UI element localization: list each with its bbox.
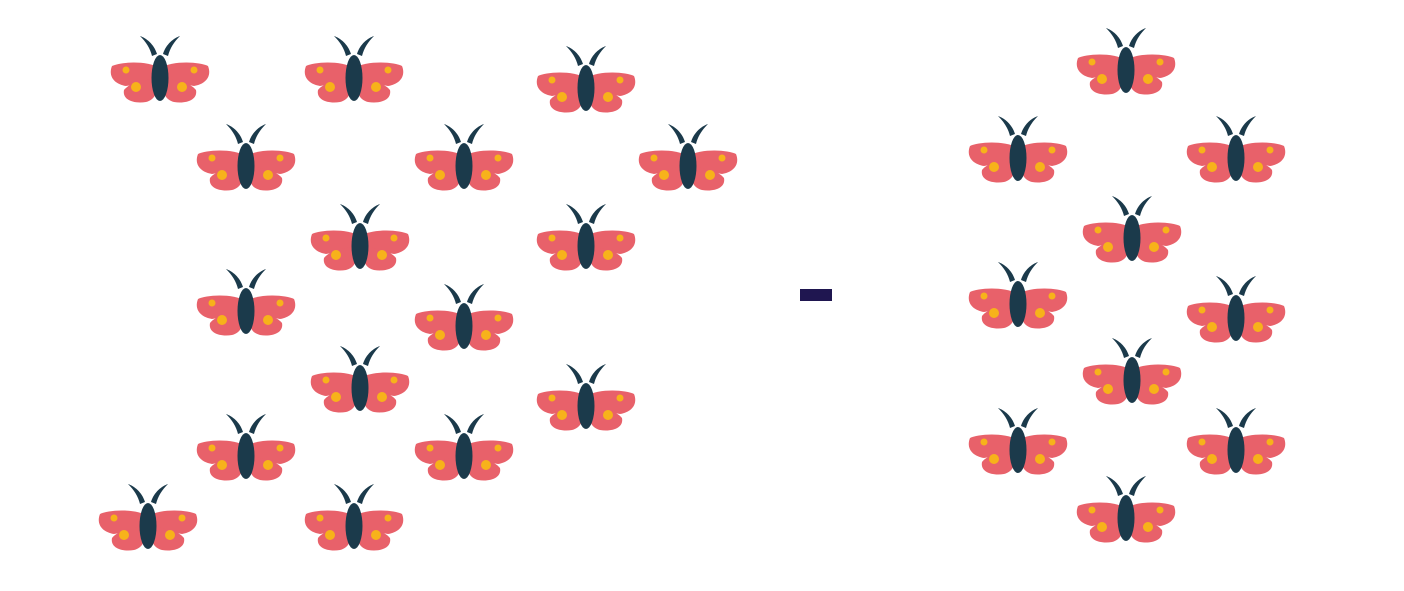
butterfly-icon (305, 36, 403, 103)
butterfly-icon (1083, 196, 1181, 263)
butterfly-icon (415, 414, 513, 481)
butterfly-icon (1077, 476, 1175, 543)
butterfly-icon (415, 124, 513, 191)
minus-sign (800, 289, 832, 301)
butterfly-icon (537, 364, 635, 431)
butterfly-icon (537, 204, 635, 271)
butterfly-icon (1187, 408, 1285, 475)
right-butterfly-group (969, 28, 1285, 543)
butterfly-icon (415, 284, 513, 351)
butterfly-icon (197, 414, 295, 481)
butterfly-icon (969, 262, 1067, 329)
butterfly-icon (197, 124, 295, 191)
butterfly-icon (639, 124, 737, 191)
butterfly-icon (969, 408, 1067, 475)
butterfly-icon (311, 346, 409, 413)
left-butterfly-group (99, 36, 737, 551)
butterfly-icon (969, 116, 1067, 183)
butterfly-icon (311, 204, 409, 271)
butterfly-icon (1077, 28, 1175, 95)
butterfly-icon (197, 269, 295, 336)
butterfly-icon (537, 46, 635, 113)
butterfly-icon (1187, 116, 1285, 183)
butterfly-icon (99, 484, 197, 551)
butterfly-icon (1187, 276, 1285, 343)
butterfly-icon (305, 484, 403, 551)
butterfly-icon (111, 36, 209, 103)
butterfly-icon (1083, 338, 1181, 405)
